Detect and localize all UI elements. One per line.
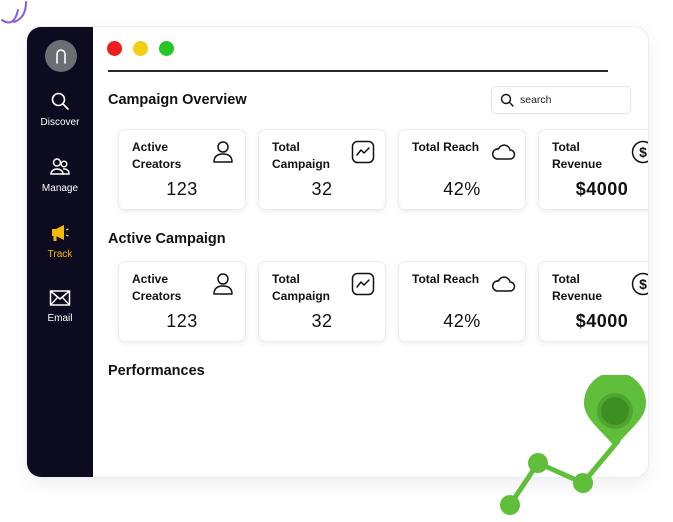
window-close-button[interactable] [107,41,122,56]
stat-card-total-campaign[interactable]: Total Campaign 32 [258,261,386,342]
search-icon [500,93,514,107]
section-title-active-campaign: Active Campaign [108,231,226,247]
svg-text:$: $ [639,144,647,160]
stat-card-total-campaign[interactable]: Total Campaign 32 [258,129,386,210]
mail-icon [49,290,71,306]
sidebar-item-label: Track [47,249,73,260]
card-label: Total Revenue [552,140,603,171]
decorative-strokes [1,1,27,24]
stat-card-total-reach[interactable]: Total Reach 42% [398,261,526,342]
search-input[interactable] [520,94,620,106]
cloud-icon [491,144,516,160]
cloud-icon [491,276,516,292]
card-label: Total Revenue [552,272,603,303]
sidebar-item-label: Manage [41,183,79,194]
dollar-icon: $ [631,140,648,164]
stat-card-total-revenue[interactable]: Total Revenue $ $4000 [538,261,648,342]
stat-card-total-revenue[interactable]: Total Revenue $ $4000 [538,129,648,210]
sidebar-item-discover[interactable]: Discover [27,91,93,128]
sidebar: Discover Manage Track [27,27,93,477]
trend-icon [351,272,375,296]
window-maximize-button[interactable] [159,41,174,56]
dollar-icon: $ [631,272,648,296]
card-label: Total Reach [412,272,480,286]
stat-card-active-creators[interactable]: Active Creators 123 [118,261,246,342]
main-content: Campaign Overview Active Creators 123 To… [93,27,648,477]
sidebar-item-label: Email [47,313,73,324]
card-value: 123 [166,311,198,331]
sidebar-item-manage[interactable]: Manage [27,157,93,194]
app-logo[interactable] [45,40,77,72]
search-icon [51,92,69,110]
sidebar-item-track[interactable]: Track [27,223,93,260]
card-value: 42% [443,179,481,199]
section-title-performances: Performances [108,363,205,379]
card-value: 32 [311,179,333,199]
search-box[interactable] [491,86,631,114]
user-icon [213,273,233,295]
sidebar-item-label: Discover [40,117,80,128]
card-value: $4000 [575,311,629,331]
sidebar-item-email[interactable]: Email [27,289,93,324]
user-icon [213,141,233,163]
page-title: Campaign Overview [108,92,247,108]
app-window: Discover Manage Track [27,27,648,477]
decorative-growth-graphic [500,375,646,515]
trend-icon [351,140,375,164]
card-label: Total Campaign [272,272,331,303]
svg-text:$: $ [639,276,647,292]
card-label: Total Reach [412,140,480,154]
card-label: Active Creators [132,140,182,171]
card-value: 42% [443,311,481,331]
megaphone-icon [52,225,69,241]
card-label: Total Campaign [272,140,331,171]
card-label: Active Creators [132,272,182,303]
stat-card-total-reach[interactable]: Total Reach 42% [398,129,526,210]
divider [108,70,608,72]
window-minimize-button[interactable] [133,41,148,56]
logo-icon [56,49,66,64]
card-value: 32 [311,311,333,331]
card-value: 123 [166,179,198,199]
users-icon [50,158,70,175]
stat-card-active-creators[interactable]: Active Creators 123 [118,129,246,210]
card-value: $4000 [575,179,629,199]
